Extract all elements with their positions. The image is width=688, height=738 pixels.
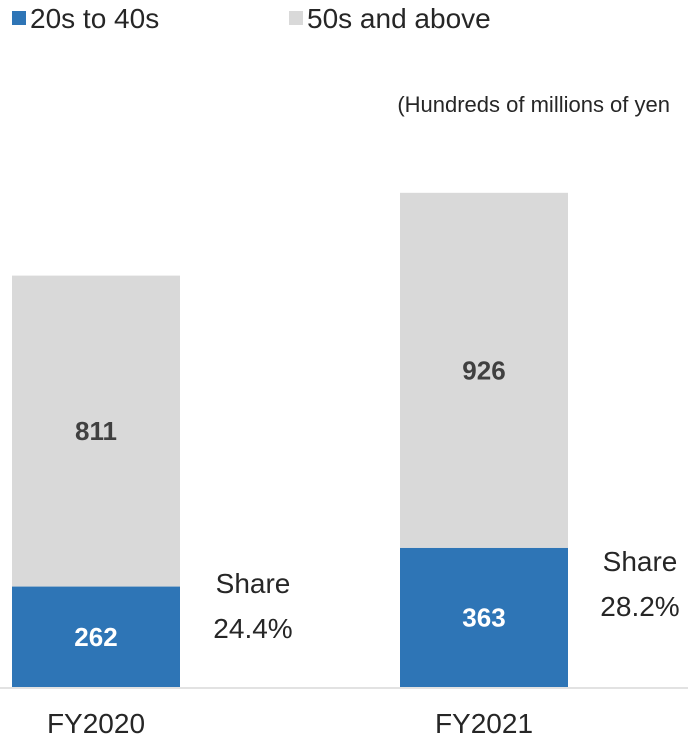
x-tick-fy2021: FY2021 xyxy=(435,708,533,738)
share-annotations: Share 24.4% Share 28.2% xyxy=(213,546,679,644)
value-label-20s-to-40s-fy2020: 262 xyxy=(74,622,117,652)
bar-20s-to-40s-fy2021 xyxy=(400,547,568,687)
bars: 262 811 363 926 xyxy=(12,192,568,687)
share-value-fy2021: 28.2% xyxy=(600,591,679,622)
legend: 20s to 40s 50s and above xyxy=(12,3,491,34)
legend-swatch-50s-and-above xyxy=(289,11,303,25)
bar-50s-and-above-fy2020 xyxy=(12,275,180,587)
share-value-fy2020: 24.4% xyxy=(213,613,292,644)
x-axis-ticks: FY2020 FY2021 xyxy=(47,708,533,738)
share-label-fy2020: Share xyxy=(216,568,291,599)
value-label-20s-to-40s-fy2021: 363 xyxy=(462,602,505,632)
bar-20s-to-40s-fy2020 xyxy=(12,586,180,687)
value-label-50s-and-above-fy2020: 811 xyxy=(75,416,117,446)
value-label-50s-and-above-fy2021: 926 xyxy=(462,355,505,385)
unit-label: (Hundreds of millions of yen xyxy=(397,92,670,117)
legend-swatch-20s-to-40s xyxy=(12,11,26,25)
bar-50s-and-above-fy2021 xyxy=(400,192,568,548)
x-tick-fy2020: FY2020 xyxy=(47,708,145,738)
legend-label-50s-and-above: 50s and above xyxy=(307,3,491,34)
legend-label-20s-to-40s: 20s to 40s xyxy=(30,3,159,34)
share-label-fy2021: Share xyxy=(603,546,678,577)
